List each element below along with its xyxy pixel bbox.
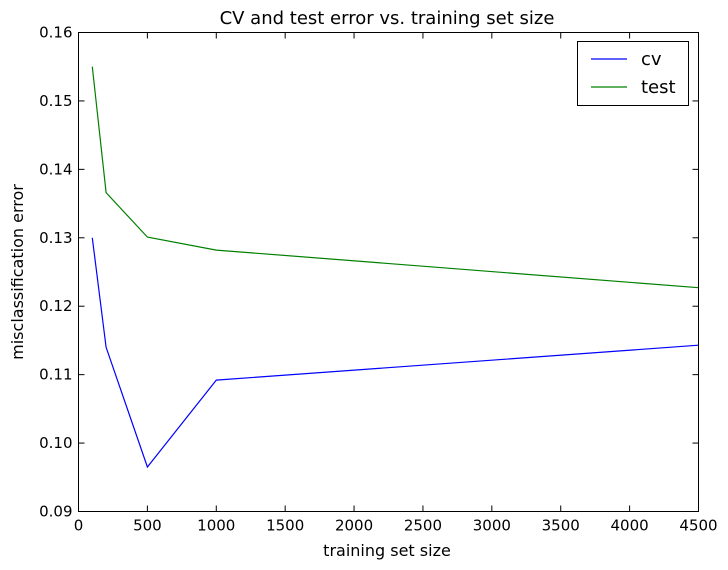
legend: cv test [577,41,689,106]
y-axis-label: misclassification error [8,184,27,360]
y-tick-label: 0.12 [39,297,72,315]
y-tick-label: 0.10 [39,434,72,452]
x-tick-label: 500 [133,517,162,535]
plot-frame [78,32,699,512]
y-tick-label: 0.16 [39,24,72,42]
series-layer [91,66,699,469]
y-tick-label: 0.14 [39,160,72,178]
legend-label-cv: cv [641,49,662,70]
x-tick-label: 4000 [611,517,649,535]
x-tick-label: 3500 [542,517,580,535]
x-axis: 0 500 1000 1500 2000 2500 3000 3500 4000 4500 [74,32,718,535]
series-line-cv [91,237,699,469]
legend-box [577,41,689,106]
legend-entries: cv test [591,49,676,98]
plot-area: 0 500 1000 1500 2000 2500 3000 3500 4000 4500 0.0… [39,24,718,535]
x-tick-label: 0 [74,517,84,535]
x-tick-label: 3000 [473,517,511,535]
y-axis: 0.09 0.10 0.11 0.12 0.13 0.14 0.15 0.16 [39,24,699,521]
y-tick-label: 0.15 [39,92,72,110]
x-tick-label: 1000 [197,517,235,535]
y-tick-label: 0.09 [39,503,72,521]
y-tick-label: 0.13 [39,229,72,247]
legend-label-test: test [641,77,676,98]
x-tick-label: 4500 [679,517,717,535]
x-tick-label: 2500 [404,517,442,535]
chart-title: CV and test error vs. training set size [220,8,555,29]
x-tick-label: 1500 [266,517,304,535]
x-axis-label: training set size [323,541,451,560]
y-tick-label: 0.11 [39,366,72,384]
series-line-test [91,66,699,289]
x-tick-label: 2000 [335,517,373,535]
